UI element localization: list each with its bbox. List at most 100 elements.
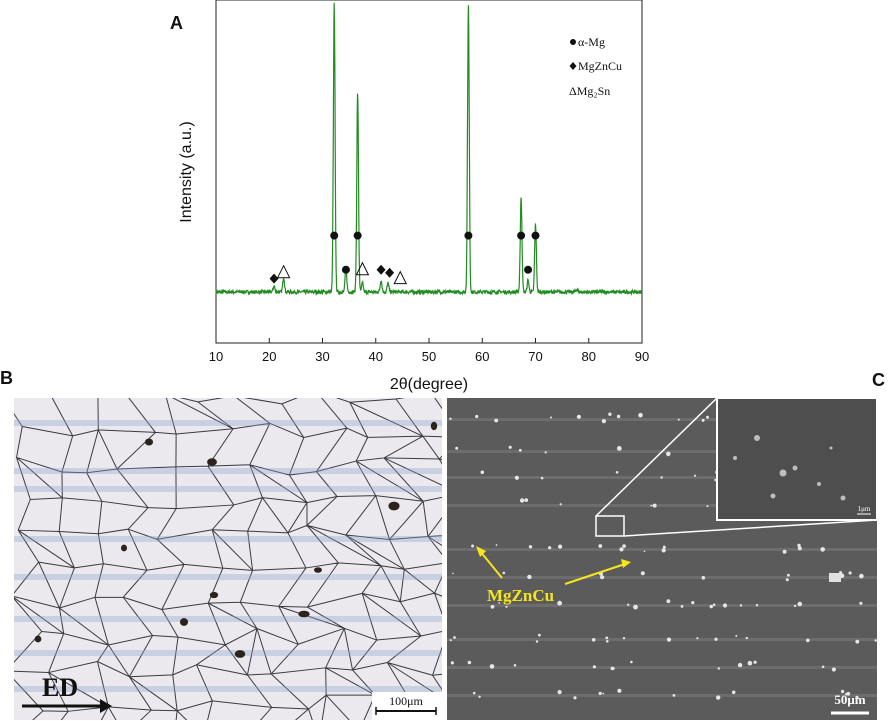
mgzncu-particle (600, 575, 605, 580)
mgzncu-particle (806, 638, 810, 643)
mgzncu-particle (662, 545, 666, 549)
mgzncu-particle (638, 412, 643, 418)
mgzncu-particle (559, 503, 562, 506)
alpha-mg-marker-icon (524, 265, 533, 274)
mgzncu-particle (840, 689, 845, 694)
alpha-mg-marker-icon (517, 231, 526, 240)
mgzncu-particle (666, 451, 671, 457)
mgzncu-particle (557, 600, 562, 606)
second-phase-particle (179, 618, 189, 626)
particle-stringer (14, 650, 442, 656)
mgzncu-particle (605, 636, 609, 640)
mgzncu-particle (540, 476, 544, 480)
alpha-mg-marker-icon (464, 231, 473, 240)
alpha-mg-marker-icon (353, 231, 362, 240)
stringer-band (447, 638, 877, 641)
mgzncu-particle (701, 576, 706, 580)
mgzncu-particle (701, 418, 705, 422)
mgzncu-particle (820, 547, 825, 552)
mg2sn-marker-icon (355, 261, 370, 276)
mgzncu-particle (735, 634, 738, 637)
legend: α-Mg MgZnCu ΔMg₂Sn (569, 35, 622, 98)
mgzncu-particle (737, 662, 743, 668)
mgzncu-particle (855, 695, 859, 699)
mg2sn-marker-icon (393, 270, 408, 285)
inset-particle (779, 469, 787, 477)
large-particle (829, 573, 841, 582)
arrow-head-icon (100, 699, 112, 713)
mgzncu-particle (643, 550, 646, 553)
mgzncu-particle (797, 546, 802, 551)
second-phase-particle (298, 610, 310, 618)
second-phase-particle (430, 421, 438, 431)
particle-stringer (14, 574, 442, 580)
stringer-band (447, 504, 877, 507)
stringer-band (447, 418, 877, 421)
mgzncu-particle (472, 691, 476, 695)
mgzncu-particle (573, 696, 577, 700)
second-phase-particle (34, 635, 42, 643)
panel-letter-c: C (872, 370, 885, 390)
mgzncu-particle (576, 414, 581, 419)
x-ticks: 10 20 30 40 50 60 70 80 90 (209, 338, 649, 364)
mgzncu-particle (706, 505, 709, 508)
legend-entry-mg2sn: ΔMg₂Sn (569, 84, 610, 98)
mgzncu-particle (494, 418, 499, 423)
mgzncu-particle (672, 694, 676, 697)
mgzncu-particle (453, 636, 456, 639)
particle-stringer (14, 616, 442, 622)
mgzncu-particle (505, 605, 508, 608)
mgzncu-particle (490, 604, 495, 609)
mgzncu-particle (859, 573, 864, 579)
mgzncu-particle (455, 446, 459, 450)
mgzncu-marker-icon (269, 273, 279, 284)
inset-particle (733, 456, 737, 460)
y-axis-title: Intensity (a.u.) (178, 121, 195, 222)
x-tick-label: 70 (528, 349, 542, 364)
mgzncu-particle (508, 445, 512, 449)
inset-particle (754, 435, 760, 441)
second-phase-particle (120, 544, 128, 552)
mgzncu-particle (661, 548, 666, 553)
optical-micrograph: 100μm ED (14, 398, 442, 720)
mgzncu-particle (475, 414, 479, 419)
second-phase-particle (144, 438, 154, 446)
mgzncu-particle (712, 603, 716, 607)
optical-scale-bar-label: 100μm (389, 694, 423, 708)
mgzncu-particle (696, 637, 699, 640)
mgzncu-particle (859, 601, 863, 605)
mgzncu-particle (874, 639, 877, 642)
mg2sn-marker-icon (276, 264, 291, 279)
mgzncu-particle (591, 638, 596, 642)
mgzncu-particle (722, 603, 728, 608)
panel-letter-a: A (170, 13, 183, 33)
second-phase-particle (209, 591, 219, 599)
mgzncu-particle (514, 475, 519, 480)
mgzncu-particle (855, 639, 860, 644)
particle-stringer (14, 536, 442, 542)
mgzncu-particle (640, 571, 645, 576)
mgzncu-particle (797, 543, 801, 548)
mgzncu-particle (619, 547, 624, 552)
legend-entry-alpha-mg: α-Mg (578, 35, 605, 49)
mgzncu-particle (755, 604, 759, 607)
mgzncu-particle (785, 578, 789, 582)
mgzncu-particle (495, 544, 498, 546)
alpha-mg-marker-icon (330, 231, 339, 240)
x-tick-label: 60 (475, 349, 489, 364)
alpha-mg-marker-icon (531, 231, 540, 240)
particle-stringer (14, 468, 442, 474)
second-phase-particle (207, 458, 217, 466)
mgzncu-marker-icon (385, 267, 395, 278)
x-tick-label: 10 (209, 349, 223, 364)
mgzncu-particle (602, 692, 605, 695)
mgzncu-particle (519, 498, 525, 503)
x-axis-title: 2θ(degree) (390, 376, 468, 393)
mgzncu-particle (513, 664, 517, 667)
xrd-series-line (215, 2, 643, 297)
grain-structure-image: 100μm ED (14, 398, 442, 720)
x-tick-label: 30 (315, 349, 329, 364)
mgzncu-particle (845, 692, 848, 696)
mgzncu-particle (787, 573, 790, 577)
mgzncu-particle (449, 639, 452, 642)
